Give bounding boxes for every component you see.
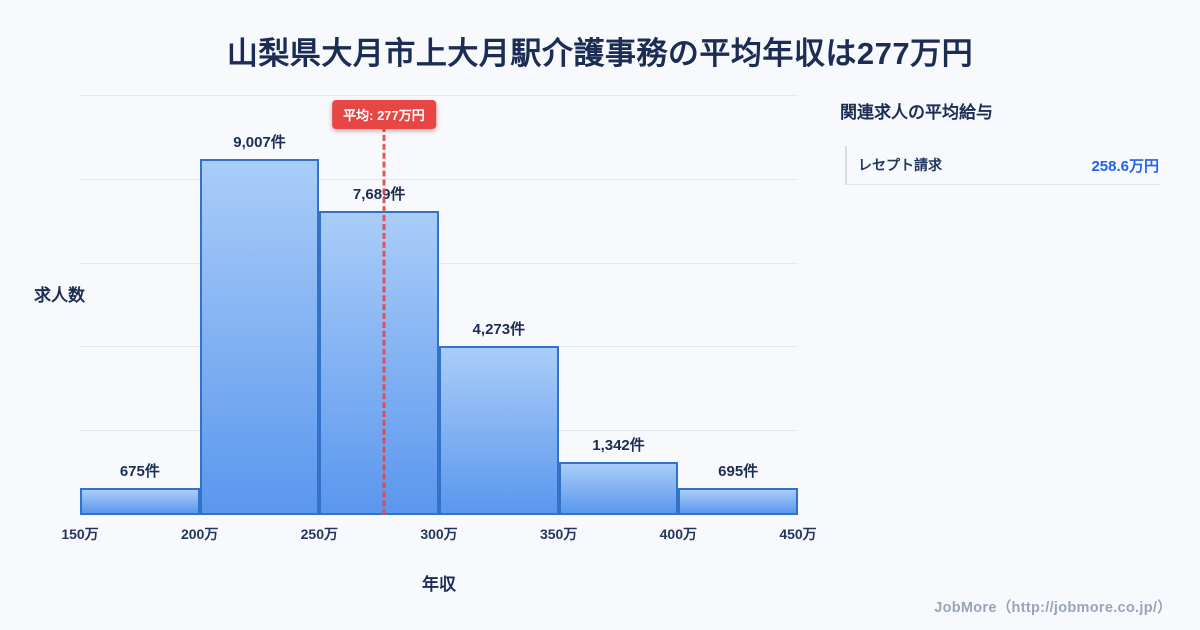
x-axis-label: 年収: [422, 575, 456, 594]
histogram-plot-area: 平均: 277万円 675件 9,007件 7,689件 4,273件 1,342件 69…: [80, 95, 798, 515]
histogram-bar-400万-450万: [678, 487, 798, 515]
bar-value-label: 4,273件: [472, 321, 526, 339]
related-jobs-heading: 関連求人の平均給与: [840, 103, 993, 122]
x-tick-label: 150万: [61, 526, 99, 542]
attribution: JobMore（http://jobmore.co.jp/）: [934, 600, 1172, 616]
page-title: 山梨県大月市上大月駅介護事務の平均年収は277万円: [226, 36, 974, 71]
bar-value-label: 1,342件: [592, 436, 645, 454]
gridline: [80, 262, 798, 264]
bar-value-label: 9,007件: [233, 133, 286, 151]
related-job-value: 258.6万円: [1091, 157, 1159, 175]
histogram-bar-250万-300万: [319, 211, 439, 515]
average-salary-line: [382, 126, 386, 515]
x-tick-label: 350万: [539, 526, 578, 542]
average-salary-badge: 平均: 277万円: [332, 100, 436, 129]
histogram-bar-300万-350万: [439, 346, 559, 515]
bar-value-label: 675件: [119, 463, 160, 481]
x-tick-label: 300万: [420, 526, 458, 542]
related-job-item: レセプト請求 258.6万円: [845, 146, 1161, 185]
gridline: [80, 95, 798, 96]
x-tick-label: 200万: [180, 526, 219, 542]
x-tick-label: 250万: [300, 526, 339, 542]
bar-value-label: 695件: [718, 462, 759, 480]
related-job-label: レセプト請求: [858, 157, 942, 173]
histogram-bar-200万-250万: [199, 158, 320, 515]
gridline: [80, 178, 798, 180]
bar-value-label: 7,689件: [352, 186, 406, 204]
x-tick-label: 400万: [659, 526, 698, 542]
x-axis-ticks: 150万 200万 250万 300万 350万 400万 450万: [61, 524, 816, 544]
x-tick-label: 450万: [779, 526, 817, 542]
histogram-bar-350万-400万: [558, 461, 679, 515]
histogram-bar-150万-200万: [80, 488, 200, 515]
y-axis-label: 求人数: [34, 286, 85, 305]
